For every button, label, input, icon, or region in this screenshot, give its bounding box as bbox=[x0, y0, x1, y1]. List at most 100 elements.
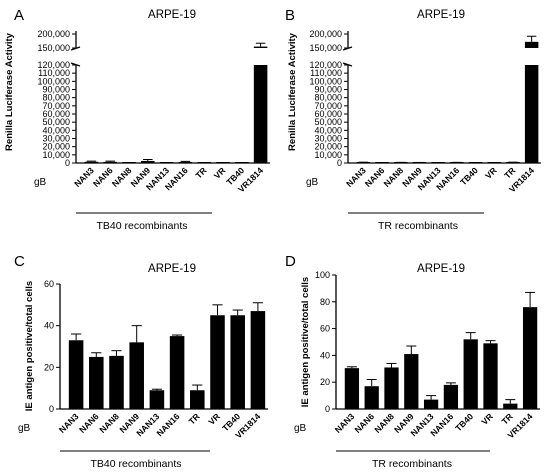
category-label-c: NAN16 bbox=[155, 411, 182, 438]
chart-title-c: ARPE-19 bbox=[148, 263, 196, 275]
bar-d-nan8 bbox=[384, 367, 399, 409]
group-label-a: TB40 recombinants bbox=[96, 220, 187, 232]
y-tick-label-d: 40 bbox=[320, 350, 330, 360]
bar-a-vr1814 bbox=[253, 65, 268, 163]
row-label-b: gB bbox=[306, 177, 319, 188]
y-tick-label-d: 100 bbox=[315, 270, 330, 280]
chart-title-d: ARPE-19 bbox=[417, 263, 465, 275]
category-label-c: NAN8 bbox=[97, 411, 121, 435]
y-tick-label-b: 40,000 bbox=[314, 125, 342, 135]
category-label-b: NAN3 bbox=[344, 165, 368, 189]
y-tick-label-a: 110,000 bbox=[38, 68, 70, 78]
category-label-d: TR bbox=[500, 411, 516, 427]
category-label-a: NAN3 bbox=[72, 165, 96, 189]
y-tick-label-b: 120,000 bbox=[309, 60, 342, 70]
y-tick-label-d: 80 bbox=[320, 297, 330, 307]
category-label-d: TB40 bbox=[453, 411, 475, 433]
bar-d-nan3 bbox=[344, 368, 360, 409]
y-tick-label-d: 60 bbox=[320, 324, 330, 334]
panel-letter-a: A bbox=[14, 7, 24, 24]
category-label-b: TB40 bbox=[458, 165, 480, 187]
y-tick-label-b: 60,000 bbox=[314, 109, 342, 119]
y-axis-label-b: Renilla Luciferase Activity bbox=[287, 32, 298, 151]
y-tick-label-b: 100,000 bbox=[309, 76, 342, 86]
y-tick-label-a: 20,000 bbox=[42, 142, 70, 152]
category-label-d: NAN8 bbox=[372, 411, 396, 435]
y-tick-label-b: 10,000 bbox=[314, 150, 342, 160]
bar-c-nan3 bbox=[68, 340, 84, 409]
y-tick-label-b: 20,000 bbox=[314, 142, 342, 152]
category-label-b: VR bbox=[483, 165, 499, 181]
y-tick-label-b: 50,000 bbox=[314, 117, 342, 127]
category-label-d: NAN3 bbox=[333, 411, 357, 435]
category-label-b: NAN6 bbox=[363, 165, 387, 189]
bar-a-nan9 bbox=[141, 160, 155, 163]
category-label-c: NAN3 bbox=[57, 411, 81, 435]
y-tick-label-c: 0 bbox=[49, 404, 54, 414]
category-label-a: TR bbox=[193, 165, 209, 181]
panel-a: A ARPE-19 Renilla Luciferase Activity 010,0… bbox=[4, 7, 270, 232]
chart-title-b: ARPE-19 bbox=[417, 9, 465, 21]
y-tick-label-b: 110,000 bbox=[310, 68, 342, 78]
y-tick-label-c: 60 bbox=[44, 279, 54, 289]
bar-d-tr bbox=[503, 403, 518, 409]
panel-c: C ARPE-19 IE antigen positive/total cells 0… bbox=[14, 253, 268, 470]
y-tick-label-a: 60,000 bbox=[42, 109, 70, 119]
bar-a-nan6 bbox=[103, 161, 117, 163]
panel-letter-b: B bbox=[285, 7, 295, 24]
bar-c-nan6 bbox=[89, 356, 104, 409]
category-label-d: NAN16 bbox=[428, 411, 455, 438]
bar-b-vr1814 bbox=[524, 65, 539, 163]
bar-c-tr bbox=[190, 390, 205, 409]
category-label-a: NAN8 bbox=[110, 165, 134, 189]
category-label-a: NAN6 bbox=[91, 165, 115, 189]
chart-title-a: ARPE-19 bbox=[148, 9, 196, 21]
category-label-d: VR bbox=[479, 411, 495, 427]
y-tick-label-d: 0 bbox=[325, 404, 330, 414]
y-tick-label-a: 120,000 bbox=[37, 60, 70, 70]
y-tick-label-b: 80,000 bbox=[314, 93, 342, 103]
category-label-c: TR bbox=[187, 411, 203, 427]
bar-d-tb40 bbox=[463, 339, 478, 409]
y-tick-label-a: 150,000 bbox=[37, 43, 70, 53]
y-tick-label-b: 70,000 bbox=[314, 101, 342, 111]
bar-c-vr1814 bbox=[250, 311, 266, 409]
y-tick-label-a: 30,000 bbox=[42, 134, 70, 144]
panel-d: D ARPE-19 IE antigen positive/total cells 0… bbox=[285, 253, 540, 470]
panel-letter-d: D bbox=[285, 253, 296, 270]
y-tick-label-b: 200,000 bbox=[309, 29, 342, 39]
panel-b: B ARPE-19 Renilla Luciferase Activity 010,0… bbox=[285, 7, 541, 232]
bar-upper-b-vr1814 bbox=[524, 41, 539, 48]
category-label-c: NAN6 bbox=[77, 411, 101, 435]
bar-d-nan13 bbox=[423, 399, 439, 409]
bar-d-vr bbox=[483, 343, 498, 409]
y-tick-label-c: 20 bbox=[44, 362, 54, 372]
category-label-d: NAN6 bbox=[352, 411, 376, 435]
bar-c-nan8 bbox=[109, 355, 124, 409]
bar-c-vr bbox=[210, 315, 225, 409]
bar-d-nan9 bbox=[404, 354, 419, 409]
row-label-a: gB bbox=[34, 177, 47, 188]
y-tick-label-a: 90,000 bbox=[42, 85, 70, 95]
bar-d-nan6 bbox=[364, 386, 379, 409]
y-tick-label-c: 40 bbox=[44, 321, 54, 331]
bar-a-nan3 bbox=[84, 161, 99, 163]
group-label-d: TR recombinants bbox=[372, 458, 452, 470]
y-tick-label-a: 200,000 bbox=[37, 29, 70, 39]
row-label-d: gB bbox=[294, 423, 307, 434]
y-tick-label-a: 10,000 bbox=[42, 150, 70, 160]
category-label-c: VR bbox=[206, 411, 222, 427]
y-axis-label-d: IE antigen positive/total cells bbox=[300, 277, 311, 407]
bar-c-nan9 bbox=[129, 342, 144, 409]
bar-c-nan13 bbox=[149, 390, 165, 409]
row-label-c: gB bbox=[18, 423, 31, 434]
group-label-b: TR recombinants bbox=[378, 220, 458, 232]
y-tick-label-a: 0 bbox=[65, 158, 70, 168]
y-tick-label-a: 100,000 bbox=[37, 76, 70, 86]
bar-c-tb40 bbox=[230, 315, 245, 409]
y-axis-label-c: IE antigen positive/total cells bbox=[24, 281, 35, 411]
y-tick-label-b: 150,000 bbox=[309, 43, 342, 53]
y-tick-label-b: 0 bbox=[337, 158, 342, 168]
y-axis-label-a: Renilla Luciferase Activity bbox=[4, 32, 15, 151]
